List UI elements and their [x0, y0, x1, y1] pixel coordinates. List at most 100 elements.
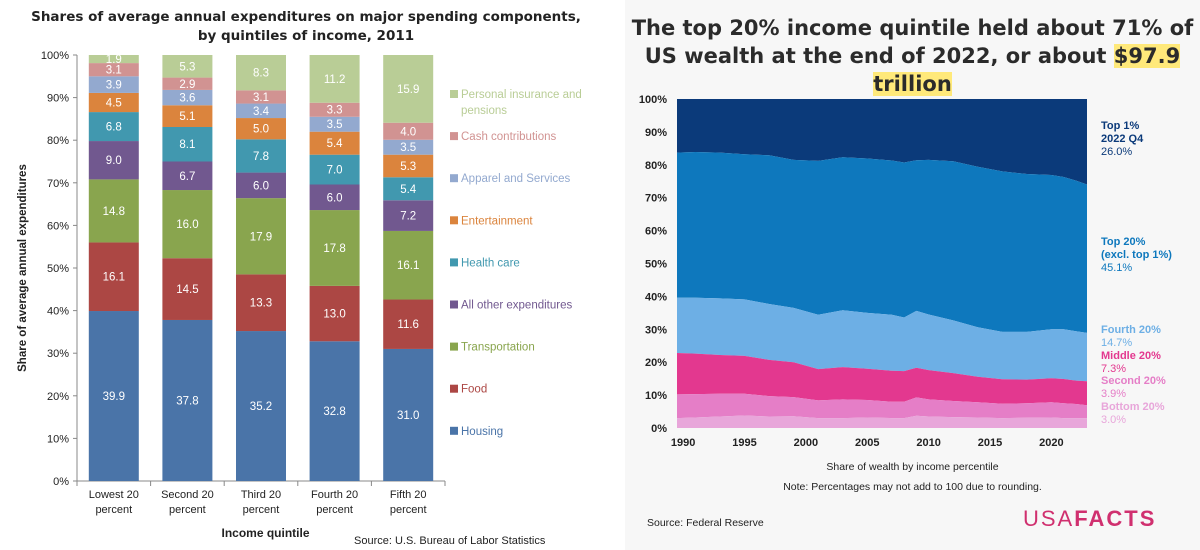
- bar-value-label: 32.8: [323, 406, 345, 418]
- bar-segment: [309, 55, 360, 103]
- legend-swatch: [450, 384, 458, 393]
- legend-swatch: [450, 174, 458, 183]
- y-tick-label: 60%: [645, 226, 667, 238]
- bar-value-label: 9.0: [106, 155, 122, 167]
- bar-value-label: 13.0: [323, 309, 345, 321]
- y-tick-label: 100%: [639, 94, 667, 106]
- bar-segment: [162, 77, 213, 90]
- legend-label: pensions: [461, 105, 507, 117]
- y-tick-label: 20%: [645, 357, 667, 369]
- x-tick-label: 2020: [1039, 437, 1063, 449]
- y-tick-label: 10%: [645, 390, 667, 402]
- bar-segment: [309, 341, 360, 481]
- bar-segment: [88, 63, 139, 77]
- bar-segment: [383, 139, 434, 155]
- y-tick-label: 70%: [645, 193, 667, 205]
- x-tick-label: percent: [316, 504, 353, 516]
- series-label: 2022 Q4: [1101, 133, 1144, 145]
- y-tick-label: 40%: [645, 291, 667, 303]
- y-tick-label: 90%: [47, 93, 69, 105]
- bar-segment: [162, 161, 213, 191]
- bar-value-label: 31.0: [397, 410, 419, 422]
- bar-value-label: 11.2: [324, 74, 346, 86]
- x-tick-label: 2005: [855, 437, 879, 449]
- bar-segment: [309, 154, 360, 185]
- bar-segment: [162, 258, 213, 320]
- series-value-label: 26.0%: [1101, 146, 1132, 158]
- bar-segment: [383, 299, 434, 349]
- y-tick-label: 80%: [645, 160, 667, 172]
- y-tick-label: 0%: [651, 423, 667, 435]
- bar-value-label: 2.9: [179, 79, 195, 91]
- bar-segment: [236, 118, 286, 140]
- x-tick-label: 1990: [671, 437, 695, 449]
- bar-segment: [88, 242, 139, 312]
- bar-value-label: 6.7: [179, 171, 195, 183]
- y-tick-label: 60%: [47, 220, 69, 232]
- bar-value-label: 4.0: [400, 126, 416, 138]
- series-value-label: 3.9%: [1101, 388, 1126, 400]
- bar-value-label: 5.3: [400, 161, 416, 173]
- area-band: [677, 415, 1087, 428]
- bar-segment: [88, 179, 139, 243]
- right-chart-source: Source: Federal Reserve: [647, 517, 764, 529]
- area-band: [677, 99, 1087, 185]
- bar-value-label: 17.8: [323, 243, 345, 255]
- x-tick-label: Lowest 20: [89, 489, 139, 501]
- bar-segment: [383, 348, 434, 481]
- legend-label: Apparel and Services: [461, 173, 571, 185]
- y-tick-label: 20%: [47, 391, 69, 403]
- bar-segment: [162, 319, 213, 481]
- x-tick-label: 1995: [732, 437, 756, 449]
- bar-segment: [88, 76, 139, 93]
- y-tick-label: 0%: [53, 476, 69, 488]
- y-tick-label: 30%: [47, 348, 69, 360]
- stacked-bar-chart: 0% 10% 20% 30% 40% 50% 60% 70% 80% 90% 100% Share o…: [17, 50, 582, 516]
- bar-segment: [236, 139, 286, 173]
- series-label: Middle 20%: [1101, 350, 1161, 362]
- bar-value-label: 16.1: [397, 260, 419, 272]
- bar-value-label: 6.0: [253, 180, 269, 192]
- x-tick-label: 2000: [794, 437, 818, 449]
- y-tick-label: 50%: [645, 259, 667, 271]
- legend-swatch: [450, 426, 458, 435]
- right-chart-title: The top 20% income quintile held about 7…: [625, 14, 1200, 98]
- legend-label: Entertainment: [461, 215, 533, 227]
- bar-value-label: 3.1: [106, 65, 122, 77]
- left-chart-title-line-2: by quintiles of income, 2011: [197, 28, 415, 44]
- bar-segment: [309, 184, 360, 211]
- series-value-label: 3.0%: [1101, 414, 1126, 426]
- usafacts-logo: USAFACTS: [1023, 506, 1156, 532]
- bar-segment: [309, 116, 360, 132]
- bar-segment: [309, 131, 360, 155]
- left-chart-title-line-1: Shares of average annual expenditures on…: [31, 9, 581, 25]
- bar-value-label: 16.1: [103, 272, 125, 284]
- x-tick-label: percent: [169, 504, 206, 516]
- bar-value-label: 6.0: [327, 192, 343, 204]
- series-label: (excl. top 1%): [1101, 249, 1172, 261]
- bar-segment: [88, 55, 139, 64]
- legend-label: Personal insurance and: [461, 89, 582, 101]
- bar-segment: [88, 92, 139, 113]
- y-tick-label: 30%: [645, 324, 667, 336]
- y-tick-label: 70%: [47, 178, 69, 190]
- left-x-axis-title: Income quintile: [221, 526, 310, 540]
- y-tick-label: 50%: [47, 263, 69, 275]
- x-tick-label: Second 20: [161, 489, 214, 501]
- wealth-chart-panel: The top 20% income quintile held about 7…: [625, 0, 1200, 550]
- legend-label: Cash contributions: [461, 131, 556, 143]
- legend-label: Health care: [461, 257, 520, 269]
- x-tick-label: 2015: [978, 437, 1002, 449]
- bar-segment: [236, 90, 286, 104]
- bar-segment: [88, 112, 139, 142]
- x-tick-label: 2010: [916, 437, 940, 449]
- bar-segment: [88, 141, 139, 180]
- bar-value-label: 5.4: [327, 138, 344, 150]
- legend-swatch: [450, 342, 458, 351]
- bar-value-label: 8.3: [253, 68, 269, 80]
- bar-value-label: 7.2: [400, 211, 416, 223]
- bar-segment: [236, 331, 286, 481]
- left-chart-source: Source: U.S. Bureau of Labor Statistics: [354, 535, 546, 547]
- legend-swatch: [450, 90, 458, 98]
- bar-segment: [236, 172, 286, 199]
